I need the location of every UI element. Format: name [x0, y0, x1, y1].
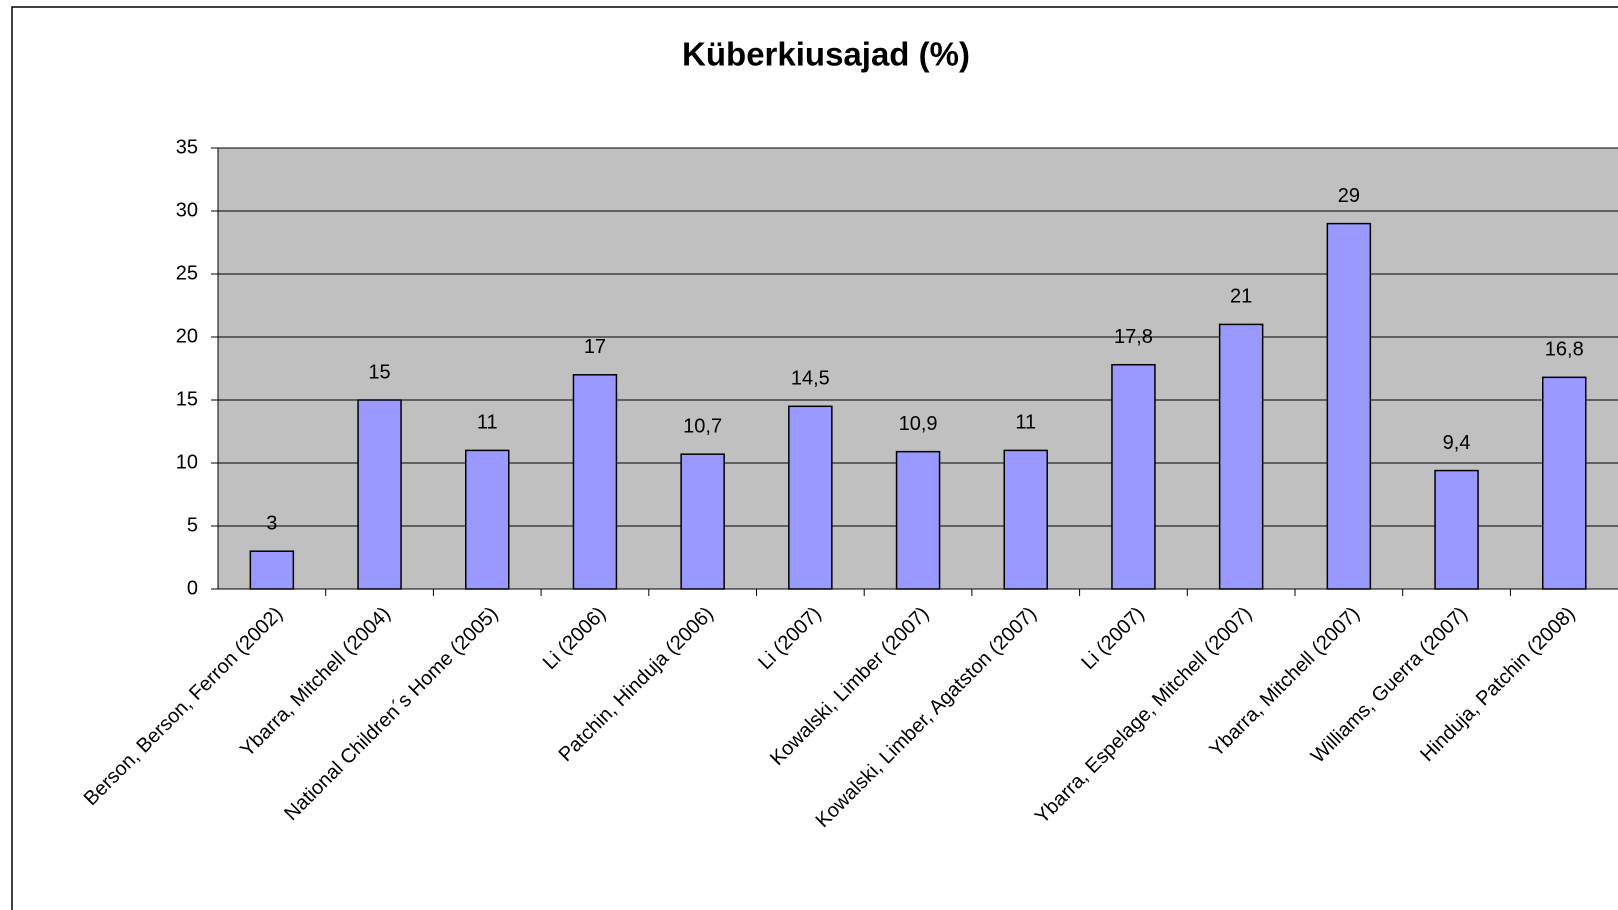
- bar: [1218, 323, 1264, 590]
- y-tick-label: 10: [176, 451, 198, 473]
- bar: [465, 449, 510, 590]
- data-label: 10,9: [899, 413, 938, 435]
- bar: [1111, 363, 1156, 590]
- y-tick-label: 30: [176, 199, 198, 221]
- data-label: 17,8: [1114, 326, 1153, 348]
- data-label: 29: [1338, 185, 1360, 207]
- data-label: 11: [477, 412, 498, 434]
- bar: [788, 405, 833, 590]
- data-label: 21: [1230, 286, 1252, 308]
- data-label: 9,4: [1443, 432, 1471, 454]
- y-tick-label: 15: [176, 388, 198, 410]
- bar: [1542, 376, 1587, 590]
- bar: [1434, 469, 1479, 590]
- bar: [249, 550, 295, 590]
- data-label: 17: [584, 336, 606, 358]
- data-label: 14,5: [791, 368, 830, 390]
- y-tick-label: 20: [176, 325, 198, 347]
- data-label: 10,7: [683, 415, 722, 437]
- bar: [1003, 449, 1048, 590]
- bar: [895, 450, 941, 590]
- y-tick-label: 0: [187, 577, 198, 599]
- bar: [1326, 222, 1372, 590]
- y-tick-label: 25: [176, 262, 198, 284]
- y-tick-label: 5: [187, 514, 198, 536]
- data-label: 11: [1015, 412, 1036, 434]
- chart-title: Küberkiusajad (%): [682, 36, 970, 73]
- data-label: 15: [368, 361, 390, 383]
- y-tick-label: 35: [176, 136, 198, 158]
- bar: [357, 399, 402, 590]
- bar: [572, 374, 618, 590]
- data-label: 16,8: [1545, 339, 1584, 361]
- bar: [680, 453, 725, 590]
- data-label: 3: [266, 512, 277, 534]
